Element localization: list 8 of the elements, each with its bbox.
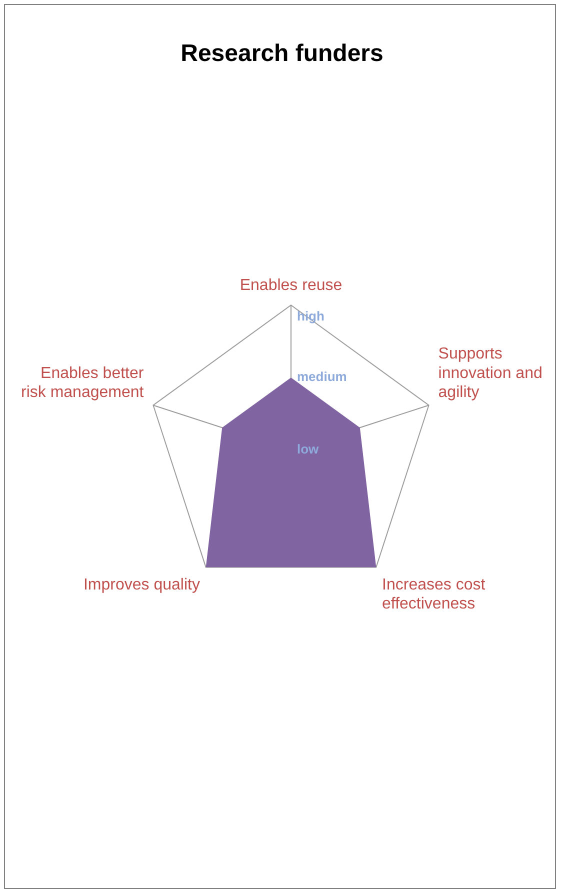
spoke-label: Supports innovation and agility <box>438 346 542 401</box>
y-tick-label: medium <box>297 369 347 384</box>
y-tick-label: low <box>297 442 320 457</box>
spoke-label: Enables better risk management <box>21 364 144 401</box>
spoke-label: Improves quality <box>83 576 200 594</box>
spoke-label: Enables reuse <box>240 276 342 294</box>
chart-title: Research funders <box>180 40 384 68</box>
spoke-label: Increases cost effectiveness <box>382 576 486 612</box>
